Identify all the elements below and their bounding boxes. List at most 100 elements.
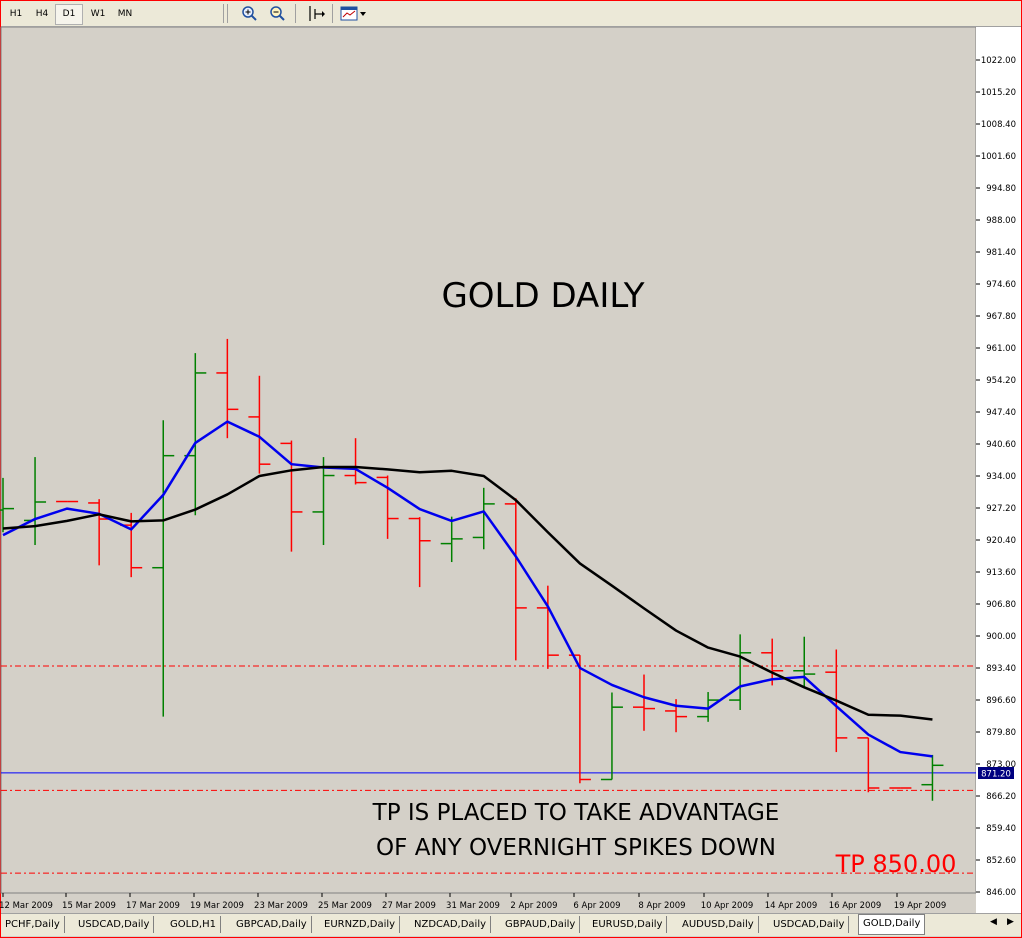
tab-usdcad-daily-2[interactable]: USDCAD,Daily [769, 916, 850, 933]
ohlc-bar [857, 737, 880, 793]
y-tick-label: 846.00 [986, 888, 1016, 898]
y-tick-label: 974.60 [986, 280, 1016, 290]
toolbar-separator [227, 4, 228, 23]
x-tick-label: 19 Mar 2009 [190, 901, 244, 911]
ohlc-bar [152, 420, 175, 717]
tab-gold-daily[interactable]: GOLD,Daily [858, 914, 926, 935]
annotation-line-2: OF ANY OVERNIGHT SPIKES DOWN [376, 835, 776, 861]
x-tick-label: 2 Apr 2009 [510, 901, 557, 911]
ohlc-bar [761, 638, 784, 686]
ohlc-bar [280, 440, 303, 552]
ohlc-bar [472, 487, 495, 550]
zoom-in-icon[interactable] [238, 4, 260, 23]
timeframe-d1-button[interactable]: D1 [55, 4, 83, 25]
timeframe-h4-button[interactable]: H4 [35, 9, 49, 19]
ohlc-bar [697, 692, 720, 722]
x-tick-label: 14 Apr 2009 [765, 901, 818, 911]
timeframe-w1-button[interactable]: W1 [90, 9, 106, 19]
tp-label: TP 850.00 [835, 850, 957, 878]
y-tick-label: 1008.40 [981, 120, 1016, 130]
annotation-line-1: TP IS PLACED TO TAKE ADVANTAGE [372, 800, 780, 826]
y-tick-label: 940.60 [986, 440, 1016, 450]
tab-scroll-left-icon[interactable]: ◀ [990, 917, 997, 927]
tab-usdcad-daily[interactable]: USDCAD,Daily [74, 916, 155, 933]
period-separator-icon[interactable] [304, 4, 326, 23]
y-tick-label: 947.40 [986, 408, 1016, 418]
x-tick-label: 15 Mar 2009 [62, 901, 116, 911]
y-tick-label: 934.00 [986, 472, 1016, 482]
ohlc-bar [0, 477, 14, 533]
ohlc-bar [440, 516, 463, 563]
ohlc-bar [600, 692, 623, 781]
x-tick-label: 31 Mar 2009 [446, 901, 500, 911]
ohlc-bar [312, 457, 335, 546]
y-tick-label: 893.40 [986, 664, 1016, 674]
x-tick-label: 17 Mar 2009 [126, 901, 180, 911]
ohlc-bar [248, 375, 271, 474]
ohlc-bar [536, 585, 559, 669]
y-tick-label: 879.80 [986, 728, 1016, 738]
y-tick-label: 873.00 [986, 760, 1016, 770]
y-tick-label: 906.80 [986, 600, 1016, 610]
timeframe-h1-button[interactable]: H1 [9, 9, 23, 19]
y-tick-label: 1015.20 [981, 88, 1016, 98]
tab-gold-h1[interactable]: GOLD,H1 [166, 916, 221, 933]
tab-eurnzd-daily[interactable]: EURNZD,Daily [320, 916, 401, 933]
y-tick-label: 961.00 [986, 344, 1016, 354]
y-tick-label: 896.60 [986, 696, 1016, 706]
y-tick-label: 981.40 [986, 248, 1016, 258]
y-tick-label: 913.60 [986, 568, 1016, 578]
tab-scroll-right-icon[interactable]: ▶ [1007, 917, 1014, 927]
toolbar-separator [295, 4, 296, 23]
fast-ma-line [2, 420, 933, 758]
chart-tabs-bar: PCHF,Daily USDCAD,Daily GOLD,H1 GBPCAD,D… [1, 913, 1021, 936]
y-tick-label: 927.20 [986, 504, 1016, 514]
tab-nzdcad-daily[interactable]: NZDCAD,Daily [410, 916, 492, 933]
y-tick-label: 920.40 [986, 536, 1016, 546]
x-tick-label: 16 Apr 2009 [829, 901, 882, 911]
y-tick-label: 859.40 [986, 824, 1016, 834]
ohlc-bar [344, 438, 367, 485]
chart-title: GOLD DAILY [441, 276, 644, 316]
x-tick-label: 23 Mar 2009 [254, 901, 308, 911]
ohlc-bar [633, 674, 655, 731]
x-tick-label: 12 Mar 2009 [0, 901, 53, 911]
tab-gbpcad-daily[interactable]: GBPCAD,Daily [232, 916, 312, 933]
chart-template-icon[interactable] [339, 4, 369, 23]
ohlc-bar [729, 634, 752, 710]
tab-gbpaud-daily[interactable]: GBPAUD,Daily [501, 916, 581, 933]
price-axis [976, 27, 1021, 913]
zoom-out-icon[interactable] [266, 4, 288, 23]
x-tick-label: 10 Apr 2009 [701, 901, 754, 911]
x-tick-label: 8 Apr 2009 [638, 901, 685, 911]
tab-pchf-daily[interactable]: PCHF,Daily [1, 916, 65, 933]
toolbar: H1 H4 D1 W1 MN [1, 1, 1021, 27]
price-chart[interactable]: 1022.00 1015.20 1008.40 1001.60 994.80 988.00… [0, 27, 1022, 913]
y-tick-label: 852.60 [986, 856, 1016, 866]
timeframe-mn-button[interactable]: MN [117, 9, 133, 19]
tab-eurusd-daily[interactable]: EURUSD,Daily [588, 916, 668, 933]
x-tick-label: 27 Mar 2009 [382, 901, 436, 911]
x-tick-label: 25 Mar 2009 [318, 901, 372, 911]
ohlc-bar [376, 475, 399, 539]
y-tick-label: 954.20 [986, 376, 1016, 386]
slow-ma-line [2, 465, 933, 721]
plot-area [0, 27, 977, 894]
toolbar-separator [223, 4, 224, 23]
y-tick-label: 866.20 [986, 792, 1016, 802]
current-price-marker [978, 767, 1014, 779]
y-tick-label: 994.80 [986, 184, 1016, 194]
ohlc-bar [921, 754, 944, 801]
ohlc-bar [504, 498, 527, 661]
ohlc-bar [408, 517, 431, 588]
toolbar-separator [332, 4, 333, 23]
y-tick-label: 967.80 [986, 312, 1016, 322]
y-tick-label: 900.00 [986, 632, 1016, 642]
x-tick-label: 19 Apr 2009 [894, 901, 947, 911]
current-price-label: 871.20 [981, 770, 1011, 780]
x-tick-label: 6 Apr 2009 [573, 901, 620, 911]
y-tick-label: 1022.00 [981, 56, 1016, 66]
tab-audusd-daily[interactable]: AUDUSD,Daily [678, 916, 759, 933]
y-tick-label: 988.00 [986, 216, 1016, 226]
ohlc-bar [793, 636, 816, 688]
